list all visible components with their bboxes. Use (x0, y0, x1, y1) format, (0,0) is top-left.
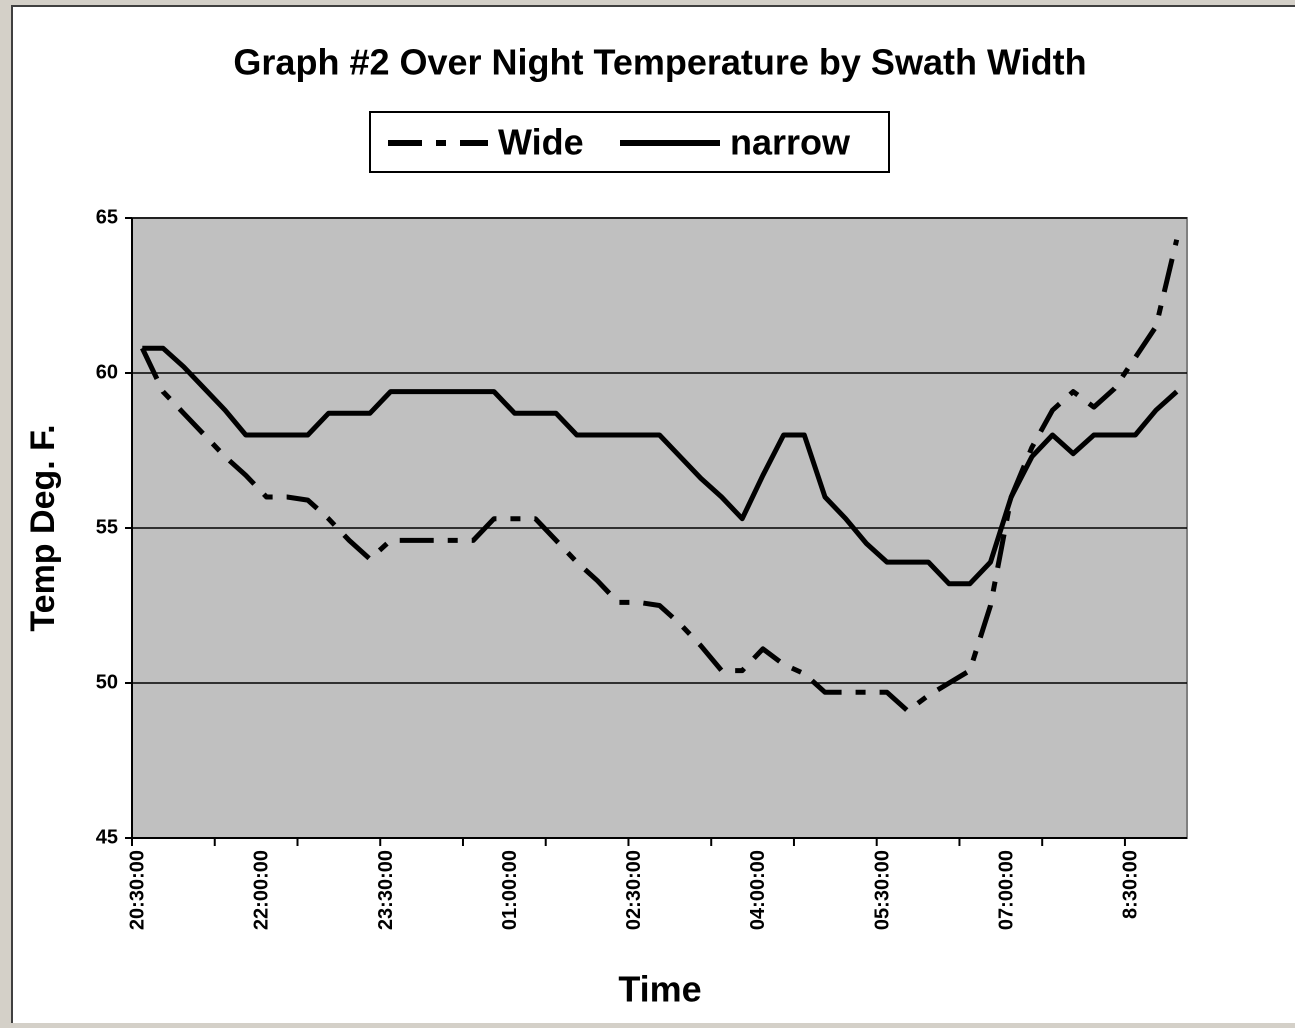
legend-label: narrow (730, 122, 851, 163)
series-line (142, 345, 1179, 587)
y-axis-title: Temp Deg. F. (24, 424, 62, 631)
y-tick-label: 65 (96, 206, 118, 228)
x-tick-label: 20:30:00 (127, 850, 149, 930)
x-tick-label: 8:30:00 (1120, 850, 1142, 919)
x-tick-label: 01:00:00 (499, 850, 521, 930)
series-line (140, 239, 1180, 714)
y-tick-label: 60 (96, 361, 118, 383)
y-tick-label: 50 (96, 671, 118, 693)
y-tick-label: 55 (96, 516, 118, 538)
x-tick-label: 07:00:00 (995, 850, 1017, 930)
legend-label: Wide (498, 122, 584, 163)
y-tick-label: 45 (96, 826, 118, 848)
x-tick-label: 23:30:00 (375, 850, 397, 930)
x-axis-title: Time (618, 969, 701, 1010)
x-tick-label: 22:00:00 (251, 850, 273, 930)
chart-title: Graph #2 Over Night Temperature by Swath… (233, 42, 1086, 83)
x-tick-label: 05:30:00 (871, 850, 893, 930)
x-tick-label: 02:30:00 (623, 850, 645, 930)
x-tick-label: 04:00:00 (747, 850, 769, 930)
